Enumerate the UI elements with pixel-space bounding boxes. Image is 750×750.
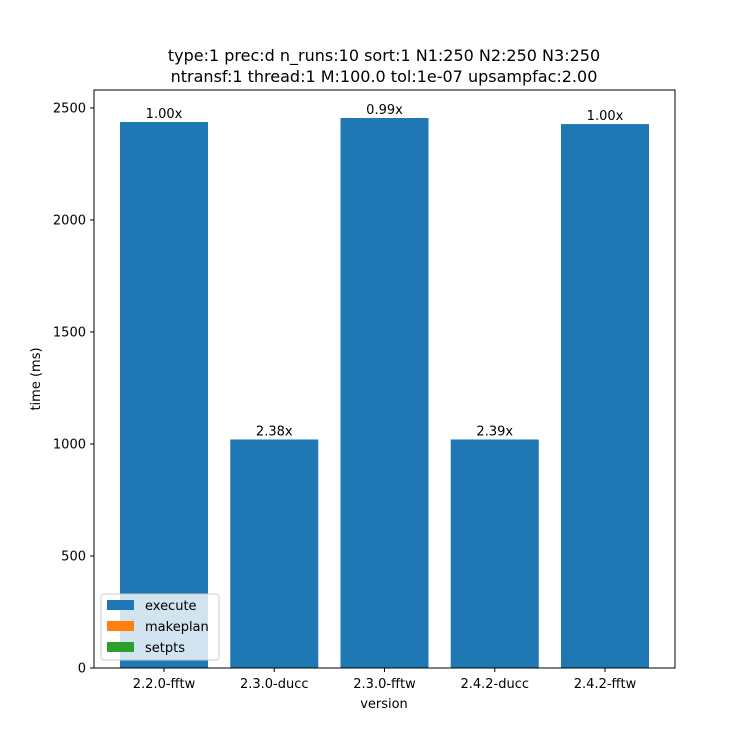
bar-value-label: 2.39x (476, 424, 513, 439)
y-tick-label: 2500 (53, 101, 86, 116)
bar-execute (340, 118, 429, 668)
legend-swatch-setpts (107, 642, 134, 652)
x-tick-label: 2.4.2-ducc (460, 677, 529, 692)
y-tick-label: 500 (61, 549, 86, 564)
legend-swatch-execute (107, 600, 134, 610)
y-tick-label: 0 (78, 662, 86, 677)
x-tick-label: 2.3.0-fftw (353, 677, 416, 692)
bar-value-label: 0.99x (366, 103, 403, 118)
bar-execute (230, 439, 319, 668)
y-tick-label: 2000 (53, 213, 86, 228)
legend: execute makeplan setpts (100, 593, 220, 661)
y-tick-label: 1000 (53, 437, 86, 452)
y-tick-label: 1500 (53, 325, 86, 340)
bar-labels-layer: 1.00x 2.38x 0.99x 2.39x 1.00x (146, 103, 624, 439)
plot-frame (93, 89, 676, 669)
y-axis-label: time (ms) (29, 347, 44, 410)
y-axis: 0 500 1000 1500 2000 2500 (53, 101, 94, 677)
chart-title-line1: type:1 prec:d n_runs:10 sort:1 N1:250 N2… (168, 46, 600, 66)
legend-label-makeplan: makeplan (145, 620, 209, 635)
x-tick-label: 2.4.2-fftw (574, 677, 637, 692)
x-tick-label: 2.2.0-fftw (133, 677, 196, 692)
bar-execute (561, 124, 649, 668)
bar-value-label: 1.00x (587, 109, 624, 124)
legend-label-execute: execute (145, 599, 197, 614)
bar-execute (120, 122, 208, 668)
bars-layer (120, 118, 649, 668)
bar-value-label: 1.00x (146, 107, 183, 122)
x-axis-label: version (360, 697, 408, 712)
bar-execute (450, 439, 539, 668)
x-tick-label: 2.3.0-ducc (240, 677, 309, 692)
chart-title-line2: ntransf:1 thread:1 M:100.0 tol:1e-07 ups… (171, 67, 598, 86)
x-axis: 2.2.0-fftw 2.3.0-ducc 2.3.0-fftw 2.4.2-ducc… (133, 668, 637, 692)
legend-swatch-makeplan (107, 621, 134, 631)
legend-label-setpts: setpts (145, 641, 185, 656)
bar-value-label: 2.38x (256, 424, 293, 439)
